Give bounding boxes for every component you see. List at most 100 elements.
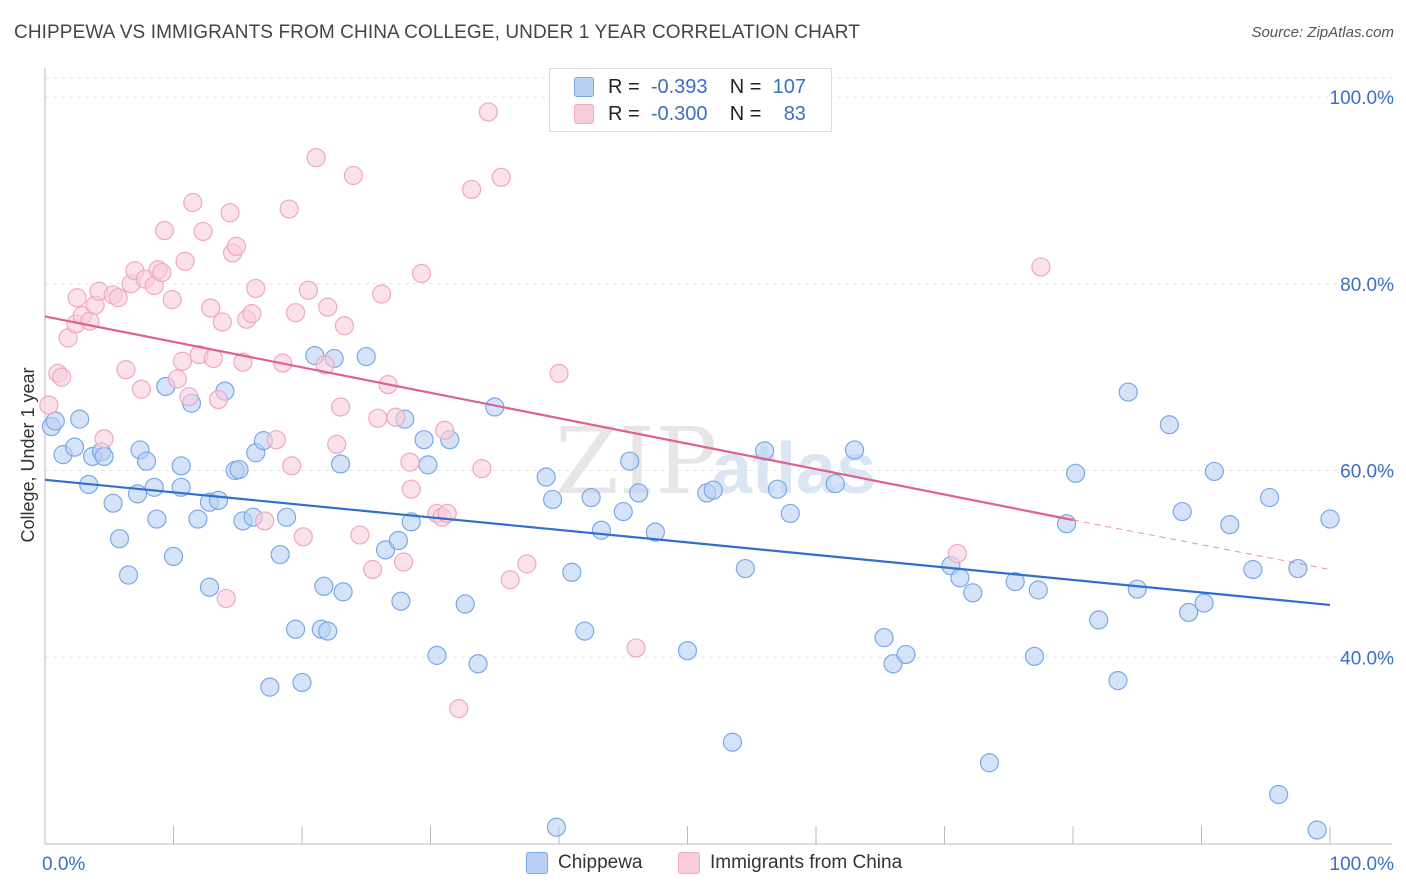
chippewa-point-73	[735, 558, 755, 579]
legend-n-label: N =	[729, 75, 762, 98]
chippewa-point-55	[455, 594, 475, 614]
china-point-29	[193, 221, 213, 242]
source-label: Source: ZipAtlas.com	[1251, 24, 1394, 41]
china-point-55	[334, 316, 355, 336]
chippewa-point-35	[276, 507, 297, 527]
china-point-66	[411, 263, 432, 284]
chippewa-point-87	[1024, 646, 1045, 666]
china-point-27	[183, 192, 203, 213]
chippewa-point-58	[536, 467, 556, 487]
chippewa-point-9	[103, 493, 123, 513]
chippewa-point-52	[418, 455, 438, 475]
chippewa-point-8	[94, 446, 114, 467]
china-point-23	[167, 369, 187, 389]
chippewa-point-88	[1028, 580, 1048, 600]
china-point-60	[372, 284, 392, 304]
chippewa-point-60	[546, 817, 567, 837]
chippewa-point-33	[260, 677, 280, 697]
chippewa-point-64	[591, 520, 612, 540]
legend-n-label: N =	[729, 102, 762, 125]
chippewa-point-46	[375, 540, 396, 560]
chippewa-point-102	[1260, 487, 1280, 508]
china-point-0	[39, 395, 59, 415]
chippewa-point-36	[285, 619, 306, 639]
chippewa-point-40	[314, 576, 334, 596]
chippewa-point-100	[1220, 515, 1240, 535]
chippewa-point-56	[468, 654, 488, 674]
china-point-51	[315, 355, 335, 375]
china-point-21	[154, 220, 175, 241]
china-point-20	[152, 262, 172, 283]
chippewa-point-51	[414, 430, 434, 450]
chippewa-point-78	[844, 440, 865, 460]
chippewa-point-90	[1065, 463, 1086, 483]
chippewa-point-22	[188, 509, 208, 529]
china-point-58	[363, 559, 383, 580]
chippewa-point-10	[109, 529, 130, 549]
legend-r-label: R =	[608, 75, 640, 98]
china-point-69	[435, 420, 455, 440]
china-point-38	[233, 352, 253, 372]
chippewa-point-66	[620, 451, 640, 471]
y-tick-label-0: 40.0%	[1340, 648, 1394, 669]
chippewa-point-106	[1320, 509, 1340, 529]
chippewa-point-85	[979, 753, 1000, 773]
chippewa-point-95	[1159, 415, 1179, 435]
china-point-48	[293, 527, 313, 547]
bottom-legend-china: Immigrants from China	[678, 852, 902, 874]
chippewa-point-99	[1204, 461, 1224, 482]
chippewa-point-75	[767, 479, 788, 499]
chippewa-point-61	[562, 562, 582, 582]
china-point-22	[162, 290, 182, 310]
chippewa-point-62	[575, 621, 595, 641]
chippewa-point-65	[613, 501, 633, 522]
china-point-42	[255, 511, 275, 531]
china-point-57	[350, 525, 370, 545]
chippewa-point-96	[1172, 501, 1192, 522]
chippewa-point-34	[270, 544, 290, 565]
bottom-legend-label-china: Immigrants from China	[710, 852, 903, 873]
china-point-72	[462, 179, 482, 200]
legend-r-value: -0.393	[650, 75, 708, 98]
china-point-49	[298, 280, 319, 300]
chippewa-point-11	[118, 565, 139, 585]
chart-title: CHIPPEWA VS IMMIGRANTS FROM CHINA COLLEG…	[14, 22, 860, 43]
chippewa-point-83	[950, 568, 970, 588]
bottom-legend-swatch-chippewa	[526, 852, 548, 874]
chippewa-point-91	[1089, 610, 1109, 630]
china-point-40	[242, 304, 262, 324]
legend-row-chippewa: R = -0.393 N = 107	[574, 74, 806, 100]
chippewa-point-86	[1005, 572, 1025, 592]
china-point-12	[108, 288, 128, 308]
china-point-10	[94, 429, 114, 449]
chippewa-point-101	[1243, 559, 1263, 580]
china-point-78	[549, 363, 569, 383]
chippewa-point-18	[163, 546, 184, 567]
chippewa-point-97	[1179, 602, 1199, 623]
chippewa-point-37	[292, 672, 312, 693]
chippewa-point-63	[581, 487, 601, 508]
legend-r-label: R =	[608, 102, 640, 125]
china-point-33	[212, 312, 232, 332]
china-point-34	[216, 588, 236, 609]
chippewa-trend-line	[44, 478, 1331, 607]
chippewa-point-45	[356, 346, 376, 367]
chippewa-point-67	[629, 483, 649, 503]
china-point-45	[279, 199, 299, 219]
x-tick-label-0: 0.0%	[42, 854, 85, 875]
china-point-65	[401, 479, 421, 499]
chippewa-point-80	[883, 654, 903, 674]
chippewa-point-103	[1268, 784, 1289, 805]
china-point-5	[67, 288, 87, 308]
chippewa-point-71	[703, 480, 723, 500]
chippewa-point-81	[896, 644, 916, 665]
chippewa-point-59	[542, 489, 563, 510]
chippewa-point-44	[333, 582, 353, 602]
china-point-46	[282, 456, 302, 476]
china-point-52	[318, 297, 338, 317]
china-point-35	[220, 203, 240, 223]
china-point-31	[203, 348, 223, 369]
chippewa-point-28	[229, 459, 249, 480]
china-point-74	[478, 102, 498, 122]
